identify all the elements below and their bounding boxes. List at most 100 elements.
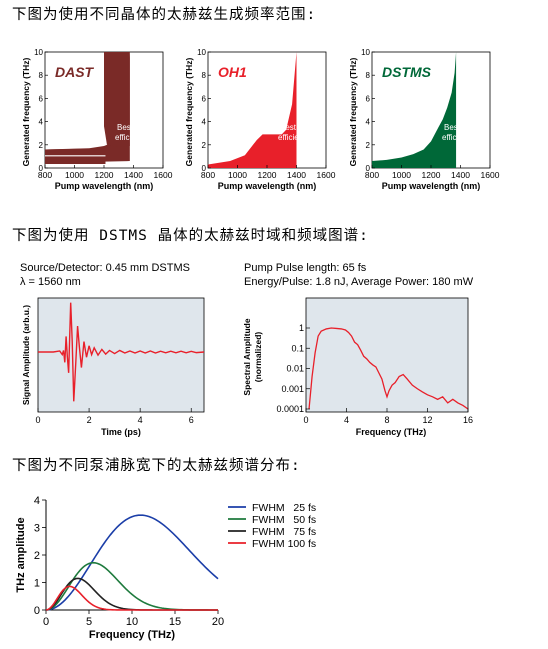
spectrum-xtick-label: 0 <box>303 415 308 425</box>
caption-wavelength: λ = 1560 nm <box>20 276 81 288</box>
dast-xtick-label: 1200 <box>95 170 114 180</box>
dast-xtick-label: 1000 <box>65 170 84 180</box>
dast-ytick-label: 0 <box>39 164 44 173</box>
spectrum-xlabel: Frequency (THz) <box>356 427 427 437</box>
legend-label: FWHM 75 fs <box>252 526 316 538</box>
oh1-ytick-label: 6 <box>202 94 207 103</box>
pulse-ytick-label: 3 <box>34 523 40 535</box>
dast-ytick-label: 8 <box>39 71 44 80</box>
pulse-ytick-label: 4 <box>34 495 40 507</box>
spectrum-trace <box>308 327 469 410</box>
oh1-xlabel: Pump wavelength (nm) <box>218 181 317 191</box>
pulse-xtick-label: 20 <box>212 616 224 628</box>
dstms-ytick-label: 6 <box>366 94 371 103</box>
dast-ytick-label: 6 <box>39 94 44 103</box>
dast-ytick-label: 4 <box>39 118 44 127</box>
dstms-xtick-label: 1400 <box>451 170 470 180</box>
pulse-ytick-label: 2 <box>34 550 40 562</box>
time-xtick-label: 6 <box>189 415 194 425</box>
dast-ytick-label: 10 <box>34 48 43 57</box>
spectrum-ylabel-line2: (normalized) <box>253 332 263 383</box>
dast-region-upper <box>104 52 130 148</box>
heading-crystal-range: 下图为使用不同晶体的太赫兹生成频率范围: <box>12 7 317 23</box>
time-xtick-label: 2 <box>87 415 92 425</box>
dast-annotation-line2: efficiency <box>115 133 148 142</box>
time-xtick-label: 4 <box>138 415 143 425</box>
dstms-title: DSTMS <box>382 64 432 80</box>
legend-label: FWHM 50 fs <box>252 514 316 526</box>
dast-xtick-label: 1600 <box>154 170 173 180</box>
legend-label: FWHM 25 fs <box>252 502 316 514</box>
oh1-ytick-label: 0 <box>202 164 207 173</box>
dstms-xtick-label: 1200 <box>422 170 441 180</box>
pulse-ytick-label: 0 <box>34 605 40 617</box>
spectrum-xtick-label: 4 <box>344 415 349 425</box>
oh1-annotation-line2: efficiency <box>278 133 311 142</box>
pulse-xtick-label: 0 <box>43 616 49 628</box>
oh1-title: OH1 <box>218 64 247 80</box>
caption-pump-pulse: Pump Pulse length: 65 fs <box>244 262 367 274</box>
heading-pulse-width: 下图为不同泵浦脉宽下的太赫兹频谱分布: <box>12 458 301 474</box>
dast-xtick-label: 1400 <box>124 170 143 180</box>
spectrum-ytick-label: 0.1 <box>291 343 304 353</box>
oh1-xtick-label: 800 <box>201 170 215 180</box>
spectrum-xtick-label: 12 <box>422 415 432 425</box>
dast-ylabel: Generated frequency (THz) <box>21 58 31 167</box>
spectrum-ytick-label: 1 <box>299 323 304 333</box>
legend-label: FWHM 100 fs <box>252 538 316 550</box>
time-ylabel: Signal Amplitude (arb.u.) <box>21 305 31 405</box>
time-xlabel: Time (ps) <box>101 427 141 437</box>
oh1-xtick-label: 1000 <box>228 170 247 180</box>
dast-ytick-label: 2 <box>39 141 44 150</box>
dstms-xtick-label: 1600 <box>481 170 500 180</box>
oh1-ylabel: Generated frequency (THz) <box>184 58 194 167</box>
spectrum-ytick-label: 0.01 <box>286 364 304 374</box>
spectrum-panel <box>305 297 469 413</box>
dstms-ytick-label: 8 <box>366 71 371 80</box>
pulse-series-line <box>45 514 219 611</box>
pulse-xtick-label: 10 <box>126 616 138 628</box>
spectrum-xtick-label: 8 <box>384 415 389 425</box>
oh1-xtick-label: 1600 <box>317 170 336 180</box>
oh1-ytick-label: 4 <box>202 118 207 127</box>
pulse-xtick-label: 5 <box>86 616 92 628</box>
dast-xtick-label: 800 <box>38 170 52 180</box>
dstms-ytick-label: 10 <box>361 48 370 57</box>
pulse-ylabel: THz amplitude <box>15 517 27 592</box>
caption-source: Source/Detector: 0.45 mm DSTMS <box>20 262 190 274</box>
oh1-ytick-label: 10 <box>197 48 206 57</box>
dast-title: DAST <box>55 64 95 80</box>
dstms-xtick-label: 1000 <box>392 170 411 180</box>
oh1-ytick-label: 8 <box>202 71 207 80</box>
spectrum-ylabel-line1: Spectral Amplitude <box>242 318 252 395</box>
dast-xlabel: Pump wavelength (nm) <box>55 181 154 191</box>
oh1-region <box>208 52 297 168</box>
time-trace <box>38 302 205 402</box>
time-panel <box>37 297 205 413</box>
dstms-ytick-label: 2 <box>366 141 371 150</box>
dstms-ytick-label: 4 <box>366 118 371 127</box>
dstms-xlabel: Pump wavelength (nm) <box>382 181 481 191</box>
time-xtick-label: 0 <box>35 415 40 425</box>
oh1-ytick-label: 2 <box>202 141 207 150</box>
pulse-xtick-label: 15 <box>169 616 181 628</box>
spectrum-xtick-label: 16 <box>463 415 473 425</box>
dstms-annotation-line2: efficiency <box>442 133 475 142</box>
pulse-series-line <box>45 585 218 611</box>
dstms-xtick-label: 800 <box>365 170 379 180</box>
spectrum-ytick-label: 0.0001 <box>276 404 304 414</box>
heading-dstms-spectra: 下图为使用 DSTMS 晶体的太赫兹时域和频域图谱: <box>12 228 369 244</box>
pulse-ytick-label: 1 <box>34 578 40 590</box>
oh1-xtick-label: 1200 <box>258 170 277 180</box>
dstms-region <box>372 52 457 168</box>
oh1-annotation-line1: Best <box>280 123 297 132</box>
spectrum-ytick-label: 0.001 <box>281 384 304 394</box>
caption-energy: Energy/Pulse: 1.8 nJ, Average Power: 180… <box>244 276 474 288</box>
dstms-ytick-label: 0 <box>366 164 371 173</box>
dstms-ylabel: Generated frequency (THz) <box>348 58 358 167</box>
dast-annotation-line1: Best <box>117 123 134 132</box>
dstms-annotation-line1: Best <box>444 123 461 132</box>
pulse-xlabel: Frequency (THz) <box>89 629 176 641</box>
oh1-xtick-label: 1400 <box>287 170 306 180</box>
